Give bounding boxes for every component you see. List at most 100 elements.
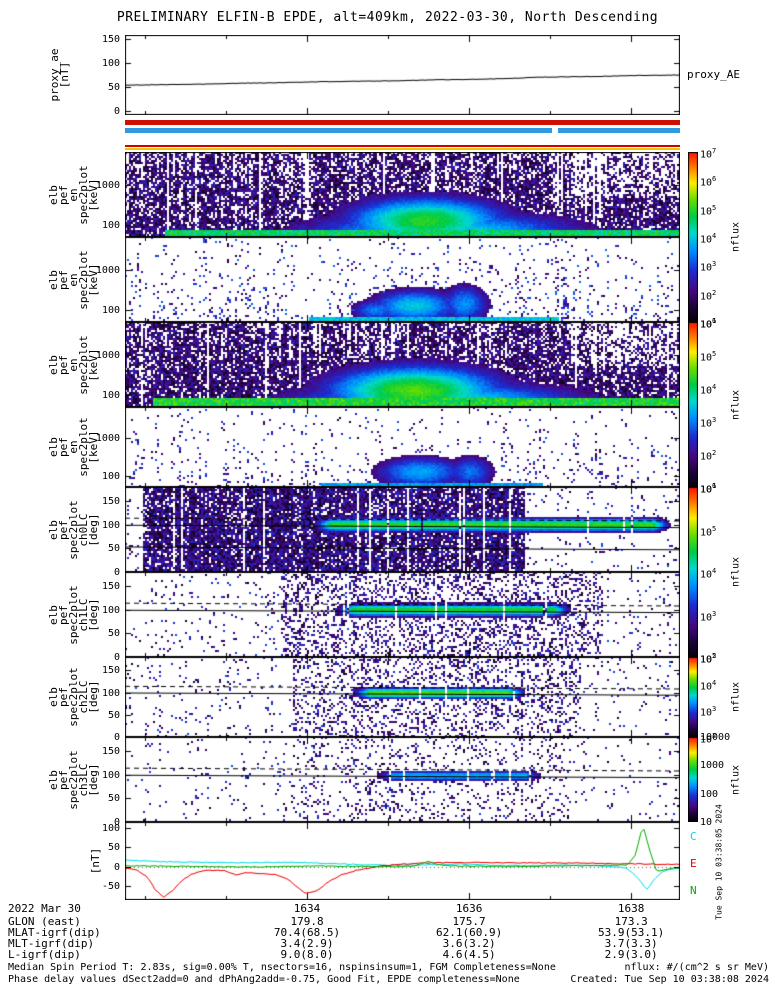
plot-title: PRELIMINARY ELFIN-B EPDE, alt=409km, 202… [116,10,659,25]
ylabel-en_spec_ch2: elb pef en spec2plot [keV] [47,334,100,395]
colorbar-canvas-4 [688,737,698,822]
ytick-label-pa_spec_ch1LC: 100 [101,604,120,616]
colorbar-tick-label: 100 [700,788,719,800]
ytick-label-pa_spec_ch1LC: 150 [101,581,120,593]
ytick-label-en_spec_ch3: 100 [101,470,120,482]
ytick-label-en_spec_ch2: 1000 [95,350,120,362]
ytick-label-pa_spec_ch2LC: 0 [113,732,120,743]
ylabel-pa_spec_ch2LC: elb pef spec2plot ch2LC [deg] [47,667,100,727]
colorbar-canvas-3 [688,657,698,737]
proxy-ae-right-label: proxy_AE [687,68,740,81]
colorbar-tick-label: 102 [700,449,717,463]
colorbar-unit-label: nflux [730,221,742,253]
ytick-label-igrf_residual: 100 [101,822,120,834]
table-value: 53.9(53.1) [598,926,665,939]
ytick-label-en_spec_ch0: 1000 [95,180,120,192]
ytick-label-igrf_residual: 50 [107,842,120,854]
ylabel-pa_spec_ch0LC: elb pef spec2plot ch0LC [deg] [47,499,100,560]
colorbar-unit-label: nflux [730,556,742,588]
legend-c-label: C [690,830,697,843]
colorbar-tick-label: 101 [700,317,717,331]
ytick-label-proxy_ae: 100 [101,57,120,69]
colorbar-tick-label: 103 [700,609,717,623]
availability-bar-blue [125,128,680,133]
footer-nflux-units-text: nflux: #/(cm^2 s sr MeV) [624,962,770,973]
availability-bar-gap [552,128,558,133]
canvas-en_spec_ch2 [125,322,680,407]
colorbar-tick-label: 104 [700,232,717,246]
colorbar-tick-label: 102 [700,288,717,302]
table-row-label: GLON (east) [8,915,81,928]
colorbar-unit-label: nflux [730,764,742,795]
table-row-label: MLT-igrf(dip) [8,937,95,950]
table-value: 173.3 [614,915,648,928]
footer-phase-delay-text: Phase delay values dSect2add=0 and dPhAn… [8,974,520,985]
ytick-label-pa_spec_ch0LC: 100 [101,519,120,531]
colorbar-canvas-0 [688,152,698,322]
ytick-label-igrf_residual: -50 [101,881,120,893]
ytick-label-proxy_ae: 0 [113,106,120,118]
ytick-label-pa_spec_ch1LC: 0 [113,652,120,663]
canvas-pa_spec_ch0LC [125,487,680,572]
colorbar-tick-label: 104 [700,567,717,581]
ytick-label-proxy_ae: 150 [101,33,120,45]
colorbar-tick-label: 106 [700,317,717,331]
ytick-label-pa_spec_ch3LC: 50 [107,793,120,805]
side-timestamp-rotated: Tue Sep 10 03:38:05 2024 [714,804,724,920]
table-value: 62.1(60.9) [435,926,503,939]
colorbar-tick-label: 104 [700,678,717,692]
canvas-pa_spec_ch2LC [125,657,680,737]
table-row-label: MLAT-igrf(dip) [8,926,101,939]
colorbar-tick-label: 101 [700,482,717,496]
colorbar-tick-label: 105 [700,203,717,217]
footer-spin-period-text: Median Spin Period T: 2.83s, sig=0.00% T… [8,962,556,973]
colorbar-tick-label: 103 [700,705,717,719]
ytick-label-en_spec_ch1: 100 [101,305,120,317]
table-row-label: L-igrf(dip) [8,948,81,961]
ylabel-en_spec_ch3: elb pef en spec2plot [keV] [47,417,100,477]
legend-n-label: N [690,884,697,897]
ytick-label-en_spec_ch2: 100 [101,390,120,402]
colorbar-tick-label: 106 [700,175,717,189]
ytick-label-pa_spec_ch2LC: 50 [107,709,120,721]
ytick-label-pa_spec_ch0LC: 0 [113,567,120,578]
colorbar-tick-label: 103 [700,416,717,430]
colorbar-tick-label: 106 [700,482,717,496]
ytick-label-pa_spec_ch3LC: 0 [113,817,120,828]
colorbar-tick-label: 107 [700,147,717,161]
date-label: 2022 Mar 30 [8,902,81,915]
table-value: 3.4(2.9) [280,937,334,950]
availability-bar-red [125,120,680,125]
ylabel-en_spec_ch1: elb pef en spec2plot [keV] [47,249,100,310]
ytick-label-en_spec_ch3: 1000 [95,433,120,445]
xtick-label: 1638 [617,902,645,915]
ytick-label-pa_spec_ch0LC: 50 [107,543,120,555]
ytick-label-igrf_residual: 0 [113,861,120,873]
canvas-en_spec_ch3 [125,407,680,487]
ylabel-igrf_residual: [nT] [89,847,102,875]
colorbar-tick-label: 10000 [700,732,731,743]
canvas-pa_spec_ch3LC [125,737,680,822]
canvas-en_spec_ch0 [125,152,680,237]
legend-e-label: E [690,857,697,870]
colorbar-tick-label: 103 [700,260,717,274]
colorbar-tick-label: 104 [700,383,717,397]
table-value: 2.9(3.0) [604,948,658,961]
colorbar-tick-label: 102 [700,732,717,746]
colorbar-tick-label: 1000 [700,760,725,772]
ytick-label-pa_spec_ch0LC: 150 [101,496,120,508]
colorbar-tick-label: 102 [700,652,717,666]
ylabel-pa_spec_ch3LC: elb pef spec2plot ch3LC [deg] [47,749,100,810]
ytick-label-proxy_ae: 50 [107,82,120,94]
colorbar-canvas-1 [688,322,698,487]
table-value: 3.7(3.3) [604,937,658,950]
xtick-label: 1634 [293,902,321,915]
ytick-label-pa_spec_ch1LC: 50 [107,628,120,640]
colorbar-tick-label: 10 [700,817,713,828]
colorbar-unit-label: nflux [730,389,742,420]
colorbar-unit-label: nflux [730,681,742,713]
canvas-proxy_ae [125,35,680,115]
footer-created-text: Created: Tue Sep 10 03:38:08 2024 [570,974,769,985]
ytick-label-en_spec_ch1: 1000 [95,265,120,277]
